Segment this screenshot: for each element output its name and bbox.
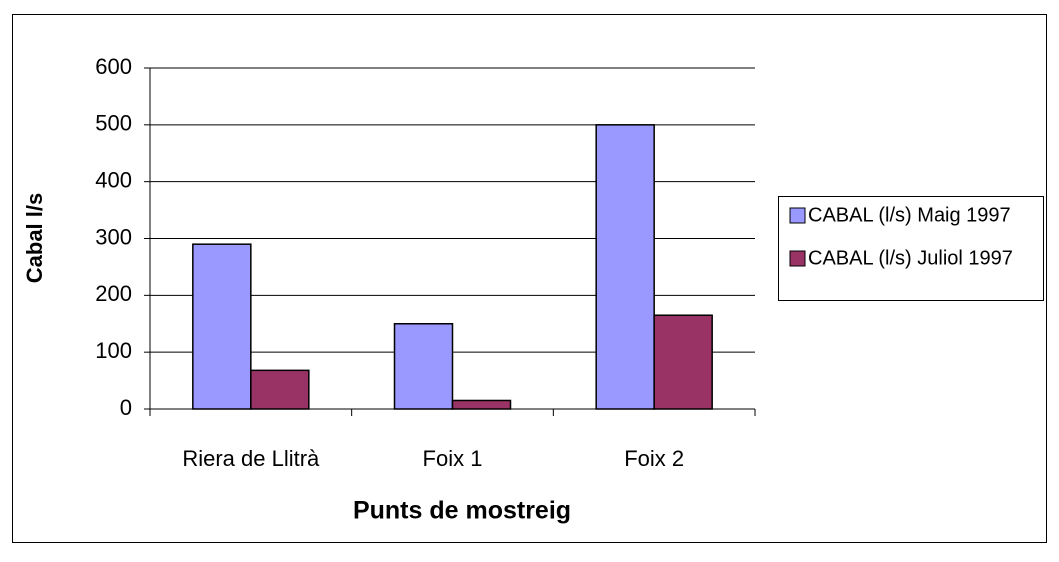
y-tick-label: 300: [95, 224, 132, 249]
x-axis-title: Punts de mostreig: [353, 497, 571, 525]
legend-swatch: [789, 207, 806, 224]
bar: [250, 369, 310, 410]
legend-box: [778, 196, 1044, 301]
y-tick-label: 200: [95, 281, 132, 306]
y-tick-label: 100: [95, 338, 132, 363]
x-tick-label: Foix 2: [624, 446, 684, 471]
bar: [192, 243, 252, 410]
legend-swatch: [789, 250, 806, 267]
y-tick-label: 500: [95, 111, 132, 136]
x-tick-label: Riera de Llitrà: [182, 446, 320, 471]
bar: [451, 399, 512, 410]
y-tick-label: 400: [95, 167, 132, 192]
y-tick-label: 0: [120, 395, 132, 420]
legend-label: CABAL (l/s) Maig 1997: [808, 204, 1011, 226]
y-tick-label: 600: [95, 54, 132, 79]
y-axis-title: Cabal l/s: [22, 193, 47, 283]
bar: [595, 124, 655, 410]
bar: [393, 323, 454, 410]
x-tick-label: Foix 1: [423, 446, 483, 471]
legend-label: CABAL (l/s) Juliol 1997: [808, 247, 1013, 269]
bar: [653, 314, 713, 410]
